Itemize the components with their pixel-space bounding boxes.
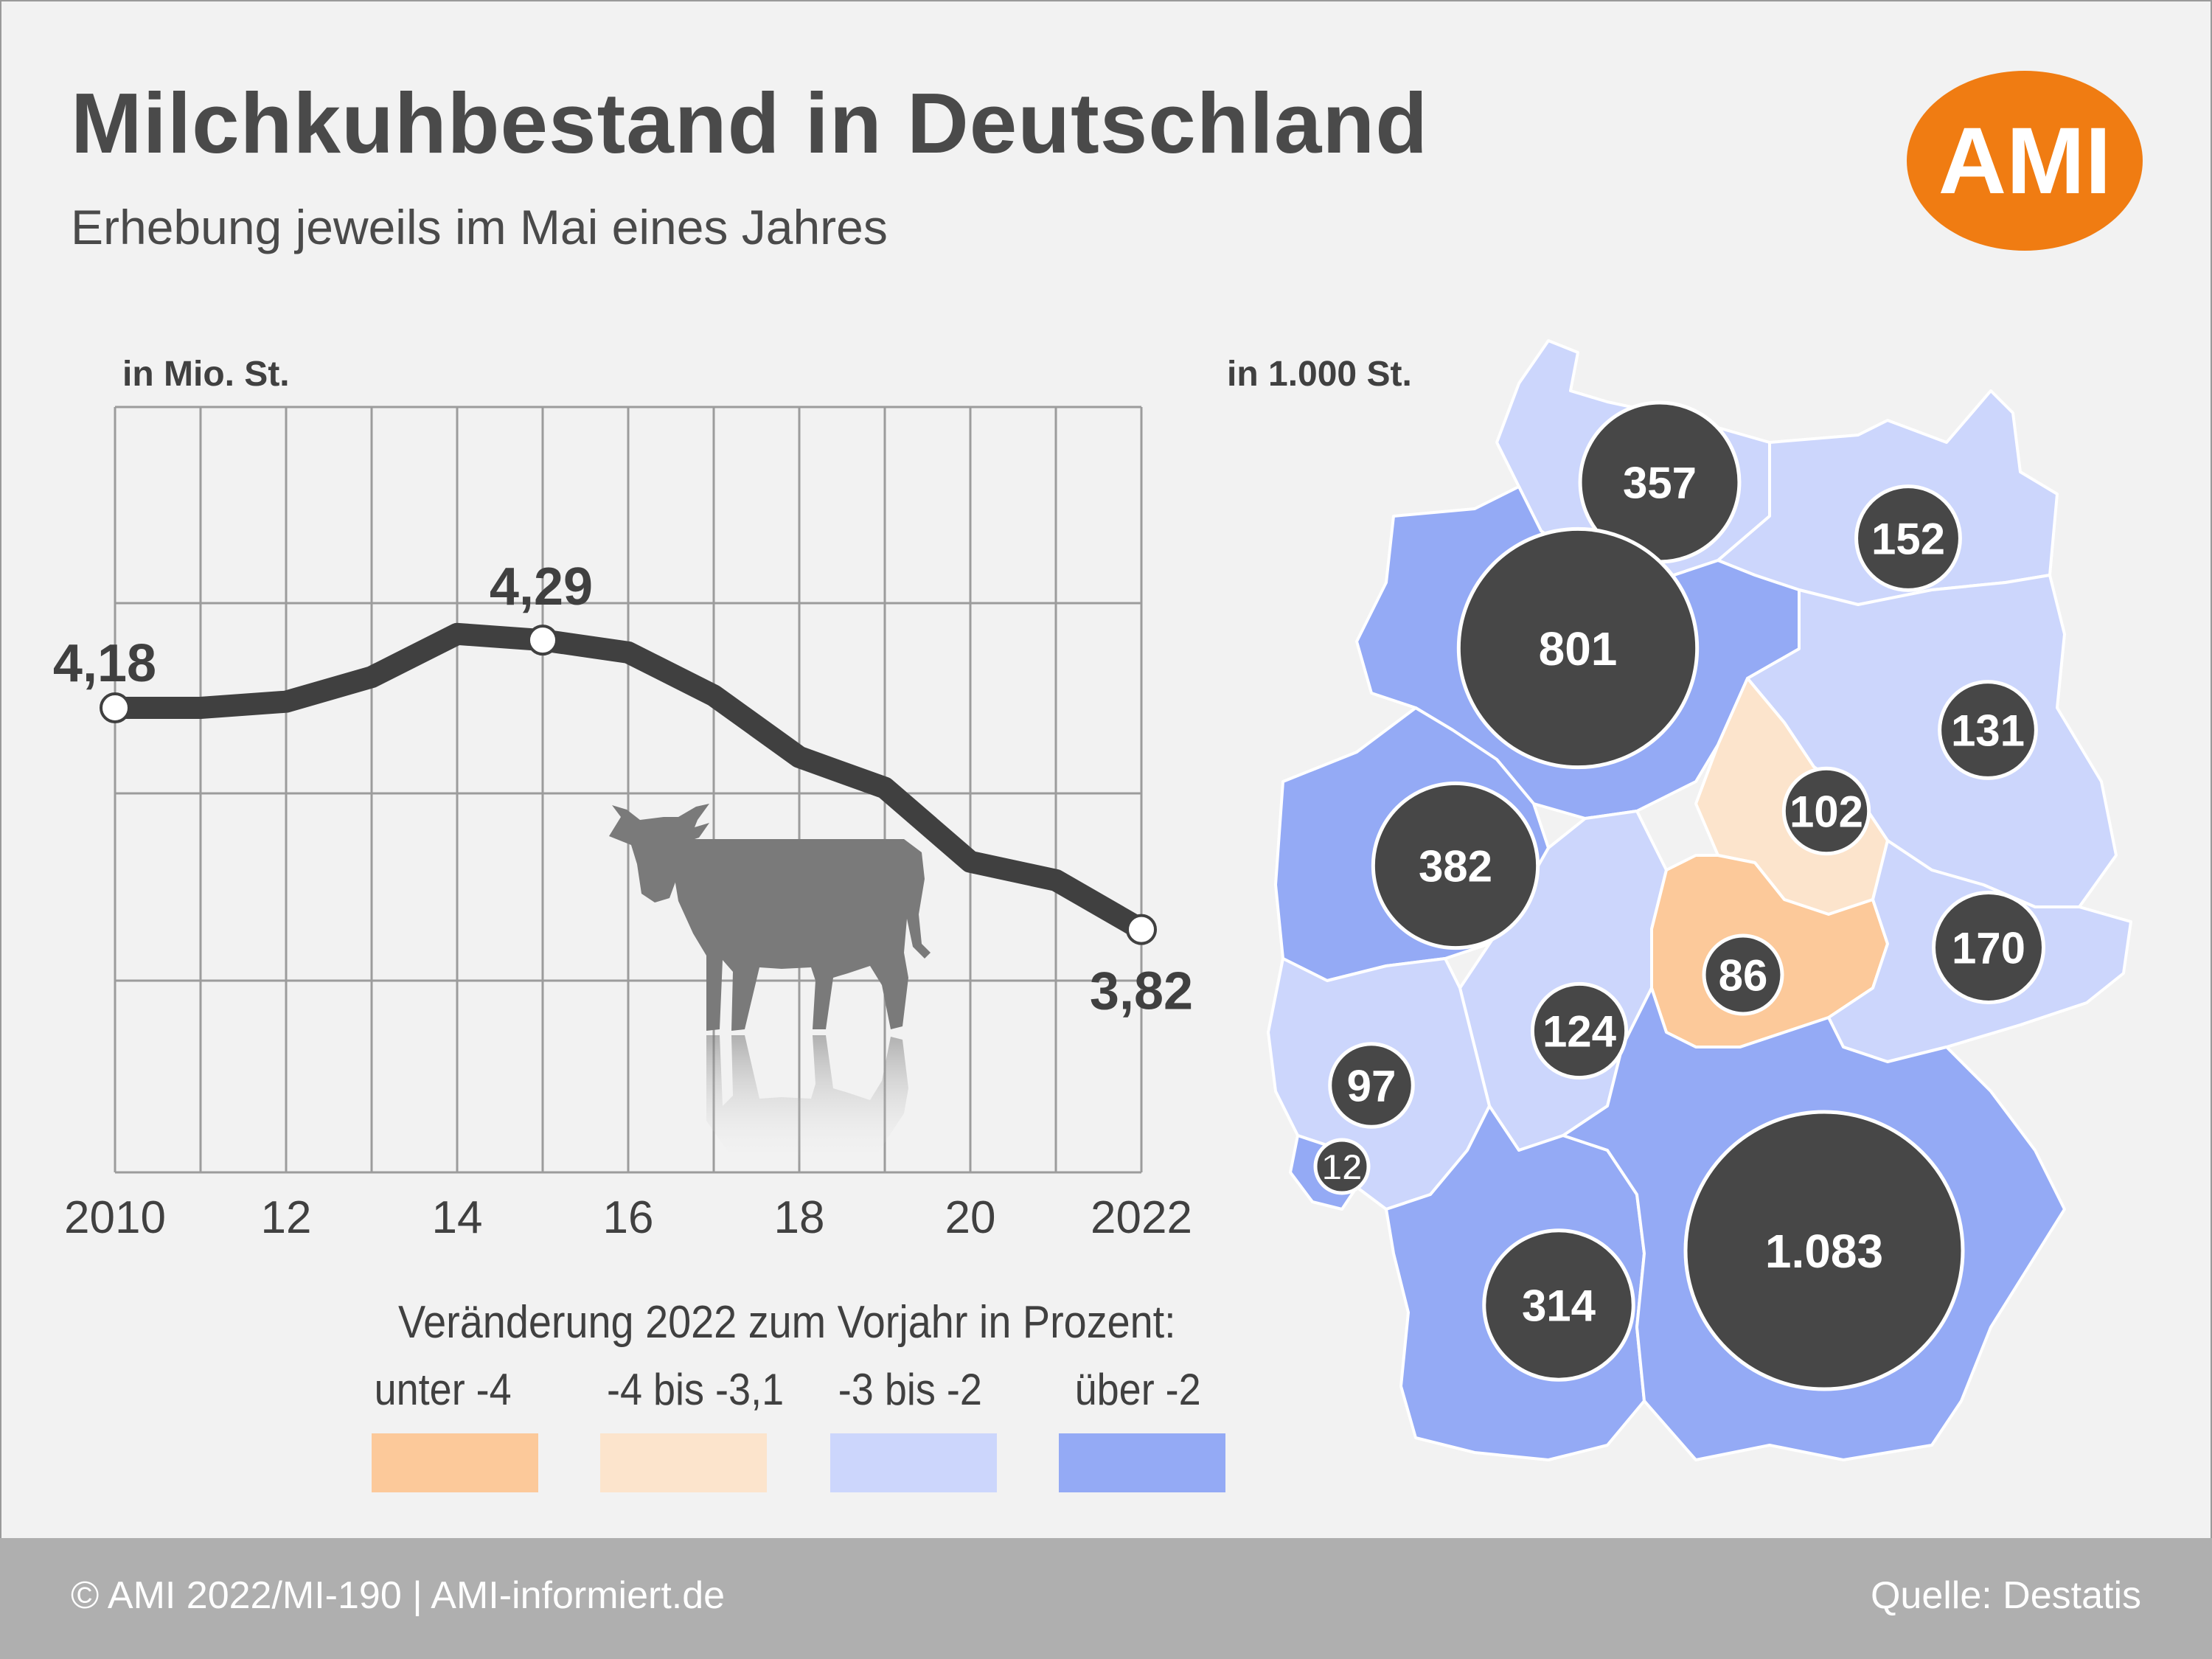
logo-text: AMI (1938, 108, 2112, 214)
legend-label: -3 bis -2 (838, 1365, 982, 1414)
x-tick-label: 14 (432, 1192, 483, 1243)
legend-item-3-bis-2: -3 bis -2 (830, 1364, 999, 1492)
legend-label: über -2 (1074, 1365, 1201, 1414)
bubble-value-label: 12 (1321, 1147, 1363, 1188)
data-label: 4,18 (53, 634, 156, 693)
bubble-value-label: 131 (1951, 706, 2025, 756)
x-tick-label: 2010 (64, 1192, 166, 1243)
bubble-value-label: 382 (1419, 842, 1492, 891)
data-label: 4,29 (490, 557, 593, 616)
map-bubble (1328, 1042, 1415, 1129)
legend-item-unter-4: unter -4 (372, 1364, 538, 1492)
page-subtitle: Erhebung jeweils im Mai eines Jahres (71, 200, 888, 254)
legend-label: -4 bis -3,1 (607, 1365, 785, 1414)
map-bubble (1932, 891, 2045, 1004)
legend-title: Veränderung 2022 zum Vorjahr in Prozent: (398, 1297, 1176, 1348)
legend-swatch (600, 1433, 767, 1492)
legend-item-4-bis-3-1: -4 bis -3,1 (600, 1364, 804, 1492)
cow-reflection (706, 1035, 908, 1165)
legend-label: unter -4 (374, 1365, 512, 1414)
footer-bar: © AMI 2022/MI-190 | AMI-informiert.de Qu… (0, 1538, 2212, 1659)
line-chart: 4,18 4,29 3,82 2010 12 14 16 18 20 2022 (53, 557, 1193, 1243)
map-bubble (1530, 981, 1629, 1080)
bubble-value-label: 170 (1952, 924, 2025, 973)
line-chart-grid (114, 406, 1143, 1174)
x-tick-label: 2022 (1091, 1192, 1192, 1243)
x-tick-label: 18 (774, 1192, 825, 1243)
map-bubble (1854, 484, 1962, 592)
bubble-value-label: 152 (1871, 515, 1945, 564)
map-bubble (1371, 781, 1540, 950)
data-point-marker (1126, 914, 1157, 945)
data-label: 3,82 (1090, 962, 1193, 1021)
map-bubble (1702, 933, 1784, 1016)
map-unit-label: in 1.000 St. (1227, 355, 1412, 394)
bubble-value-label: 357 (1623, 459, 1697, 508)
map-bubble (1781, 766, 1871, 856)
data-point-marker (527, 625, 558, 656)
bubble-value-label: 1.083 (1765, 1225, 1883, 1278)
x-tick-label: 20 (945, 1192, 996, 1243)
ami-logo: AMI (1907, 71, 2143, 251)
line-chart-unit-label: in Mio. St. (122, 355, 290, 394)
map-bubble (1313, 1138, 1371, 1195)
map-bubbles: 357 801 152 131 102 382 86 170 124 97 12 314 1.083 (1313, 400, 2045, 1391)
map-bubble (1938, 680, 2038, 780)
footer-source: Quelle: Destatis (1870, 1574, 2141, 1617)
legend-item-ueber-2: über -2 (1059, 1364, 1225, 1492)
bubble-value-label: 102 (1790, 787, 1863, 837)
map-bubble (1683, 1110, 1965, 1391)
map-bubble (1482, 1228, 1635, 1382)
page-title: Milchkuhbestand in Deutschland (71, 75, 1429, 171)
cow-icon (609, 804, 931, 1031)
data-point-marker (100, 692, 131, 723)
bubble-value-label: 86 (1719, 951, 1768, 1001)
map-bubble (1456, 526, 1700, 770)
legend-swatch (372, 1433, 538, 1492)
footer-copyright: © AMI 2022/MI-190 | AMI-informiert.de (71, 1574, 726, 1617)
chart-canvas: 4,18 4,29 3,82 2010 12 14 16 18 20 2022 357 801 152… (53, 339, 2132, 1461)
bubble-value-label: 801 (1539, 622, 1618, 675)
legend-swatch (830, 1433, 997, 1492)
bubble-value-label: 124 (1543, 1007, 1617, 1057)
bubble-value-label: 314 (1522, 1281, 1596, 1331)
x-tick-label: 12 (261, 1192, 312, 1243)
series-line (104, 622, 1152, 941)
bubble-value-label: 97 (1347, 1062, 1397, 1111)
x-tick-label: 16 (603, 1192, 654, 1243)
legend-swatch (1059, 1433, 1225, 1492)
